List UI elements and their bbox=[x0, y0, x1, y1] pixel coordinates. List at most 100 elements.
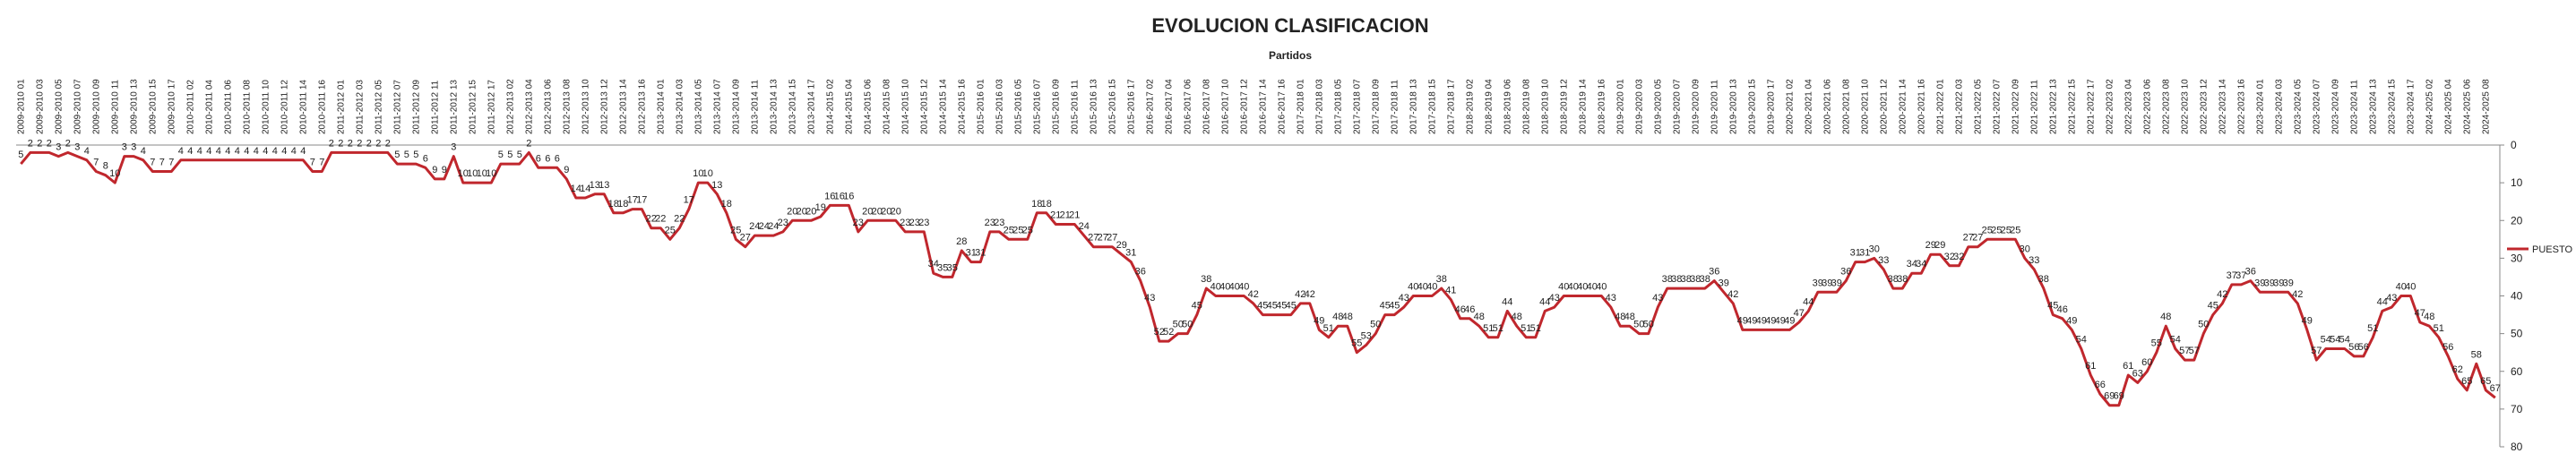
data-label: 20 bbox=[862, 206, 873, 217]
x-tick-label: 2009-2010 03 bbox=[35, 79, 45, 134]
data-label: 7 bbox=[150, 157, 155, 167]
data-label: 28 bbox=[956, 236, 967, 247]
data-label: 40 bbox=[1596, 282, 1607, 293]
x-tick-label: 2023-2024 03 bbox=[2274, 79, 2284, 134]
x-tick-label: 2011-2012 11 bbox=[430, 80, 440, 134]
x-tick-label: 2018-2019 10 bbox=[1540, 79, 1550, 134]
data-label: 9 bbox=[432, 165, 437, 175]
data-label: 43 bbox=[1606, 293, 1616, 304]
data-label: 5 bbox=[413, 150, 418, 160]
data-label: 69 bbox=[2104, 391, 2115, 402]
data-label: 25 bbox=[1982, 225, 1993, 235]
x-tick-label: 2023-2024 13 bbox=[2368, 79, 2378, 134]
x-tick-label: 2022-2023 12 bbox=[2199, 79, 2209, 134]
x-tick-label: 2014-2015 02 bbox=[825, 79, 835, 134]
data-label: 38 bbox=[1671, 274, 1682, 285]
x-tick-label: 2017-2018 03 bbox=[1314, 79, 1324, 134]
x-tick-label: 2012-2013 14 bbox=[618, 79, 628, 134]
x-tick-label: 2010-2011 06 bbox=[223, 80, 233, 134]
data-label: 13 bbox=[599, 180, 609, 191]
data-label: 56 bbox=[2348, 342, 2359, 353]
data-label: 51 bbox=[1483, 323, 1494, 334]
data-label: 4 bbox=[291, 146, 297, 157]
x-tick-label: 2011-2012 07 bbox=[392, 80, 402, 134]
x-tick-label: 2019-2020 11 bbox=[1710, 80, 1719, 134]
x-tick-label: 2022-2023 04 bbox=[2124, 79, 2133, 134]
data-label: 63 bbox=[2132, 368, 2143, 379]
data-label: 23 bbox=[985, 218, 995, 228]
x-tick-label: 2015-2016 15 bbox=[1107, 79, 1117, 134]
data-label: 40 bbox=[1219, 282, 1230, 293]
chart-title: EVOLUCION CLASIFICACION bbox=[1151, 14, 1428, 37]
x-tick-label: 2011-2012 09 bbox=[411, 80, 421, 134]
data-label: 34 bbox=[1907, 259, 1917, 270]
data-label: 23 bbox=[900, 218, 910, 228]
data-label: 32 bbox=[1953, 252, 1964, 262]
data-label: 50 bbox=[1370, 320, 1381, 330]
data-label: 7 bbox=[159, 157, 165, 167]
data-label: 17 bbox=[627, 195, 638, 206]
data-label: 5 bbox=[517, 150, 522, 160]
data-label: 2 bbox=[357, 138, 362, 149]
data-label: 2 bbox=[338, 138, 343, 149]
x-tick-label: 2021-2022 07 bbox=[1992, 79, 2002, 134]
x-tick-label: 2010-2011 10 bbox=[261, 80, 271, 134]
data-label: 18 bbox=[1041, 199, 1052, 210]
data-label: 27 bbox=[1098, 233, 1108, 244]
data-label: 38 bbox=[1436, 274, 1447, 285]
data-label: 44 bbox=[1803, 296, 1814, 307]
x-tick-label: 2012-2013 04 bbox=[524, 79, 534, 134]
data-label: 43 bbox=[1399, 293, 1409, 304]
x-tick-label: 2020-2021 14 bbox=[1898, 79, 1908, 134]
data-label: 5 bbox=[18, 150, 23, 160]
data-label: 45 bbox=[2047, 301, 2058, 312]
data-label: 20 bbox=[872, 206, 883, 217]
data-label: 38 bbox=[1897, 274, 1908, 285]
data-label: 44 bbox=[1539, 296, 1550, 307]
data-label: 38 bbox=[1681, 274, 1692, 285]
data-label: 46 bbox=[1455, 304, 1466, 315]
data-label: 21 bbox=[1050, 210, 1061, 220]
x-tick-label: 2012-2013 12 bbox=[599, 79, 609, 134]
data-label: 29 bbox=[1116, 240, 1127, 251]
x-tick-label: 2011-2012 03 bbox=[355, 80, 365, 134]
data-label: 24 bbox=[759, 221, 770, 232]
x-tick-label: 2024-2025 08 bbox=[2481, 79, 2491, 134]
data-label: 4 bbox=[197, 146, 202, 157]
data-label: 51 bbox=[2434, 323, 2444, 334]
data-label: 40 bbox=[1238, 282, 1249, 293]
x-tick-label: 2020-2021 02 bbox=[1785, 79, 1795, 134]
data-label: 42 bbox=[1305, 289, 1315, 300]
data-label: 45 bbox=[1267, 301, 1278, 312]
x-tick-label: 2017-2018 17 bbox=[1446, 79, 1456, 134]
x-tick-label: 2012-2013 10 bbox=[581, 79, 590, 134]
x-tick-label: 2020-2021 12 bbox=[1879, 79, 1889, 134]
data-label: 65 bbox=[2461, 376, 2472, 387]
x-tick-label: 2010-2011 16 bbox=[317, 80, 327, 134]
data-label: 27 bbox=[1963, 233, 1974, 244]
data-label: 13 bbox=[711, 180, 722, 191]
data-label: 50 bbox=[1633, 320, 1644, 330]
data-label: 37 bbox=[2236, 270, 2246, 281]
data-label: 48 bbox=[2424, 312, 2434, 322]
data-label: 14 bbox=[571, 184, 582, 194]
data-label: 31 bbox=[975, 248, 986, 259]
data-label: 39 bbox=[1813, 278, 1823, 288]
data-label: 23 bbox=[778, 218, 788, 228]
y-tick-label: 40 bbox=[2511, 290, 2523, 303]
x-tick-label: 2016-2017 16 bbox=[1277, 79, 1287, 134]
x-tick-label: 2023-2024 01 bbox=[2255, 79, 2265, 134]
data-label: 25 bbox=[665, 225, 676, 235]
x-tick-label: 2014-2015 14 bbox=[938, 79, 948, 134]
data-label: 38 bbox=[1690, 274, 1701, 285]
x-tick-label: 2020-2021 06 bbox=[1822, 79, 1832, 134]
data-label: 4 bbox=[216, 146, 221, 157]
x-tick-label: 2022-2023 02 bbox=[2105, 79, 2115, 134]
data-label: 22 bbox=[674, 214, 685, 225]
data-label: 25 bbox=[1012, 225, 1023, 235]
x-tick-label: 2009-2010 05 bbox=[54, 79, 64, 134]
data-label: 3 bbox=[451, 142, 456, 153]
data-label: 27 bbox=[740, 233, 751, 244]
data-label: 2 bbox=[375, 138, 381, 149]
data-label: 57 bbox=[2311, 346, 2322, 356]
